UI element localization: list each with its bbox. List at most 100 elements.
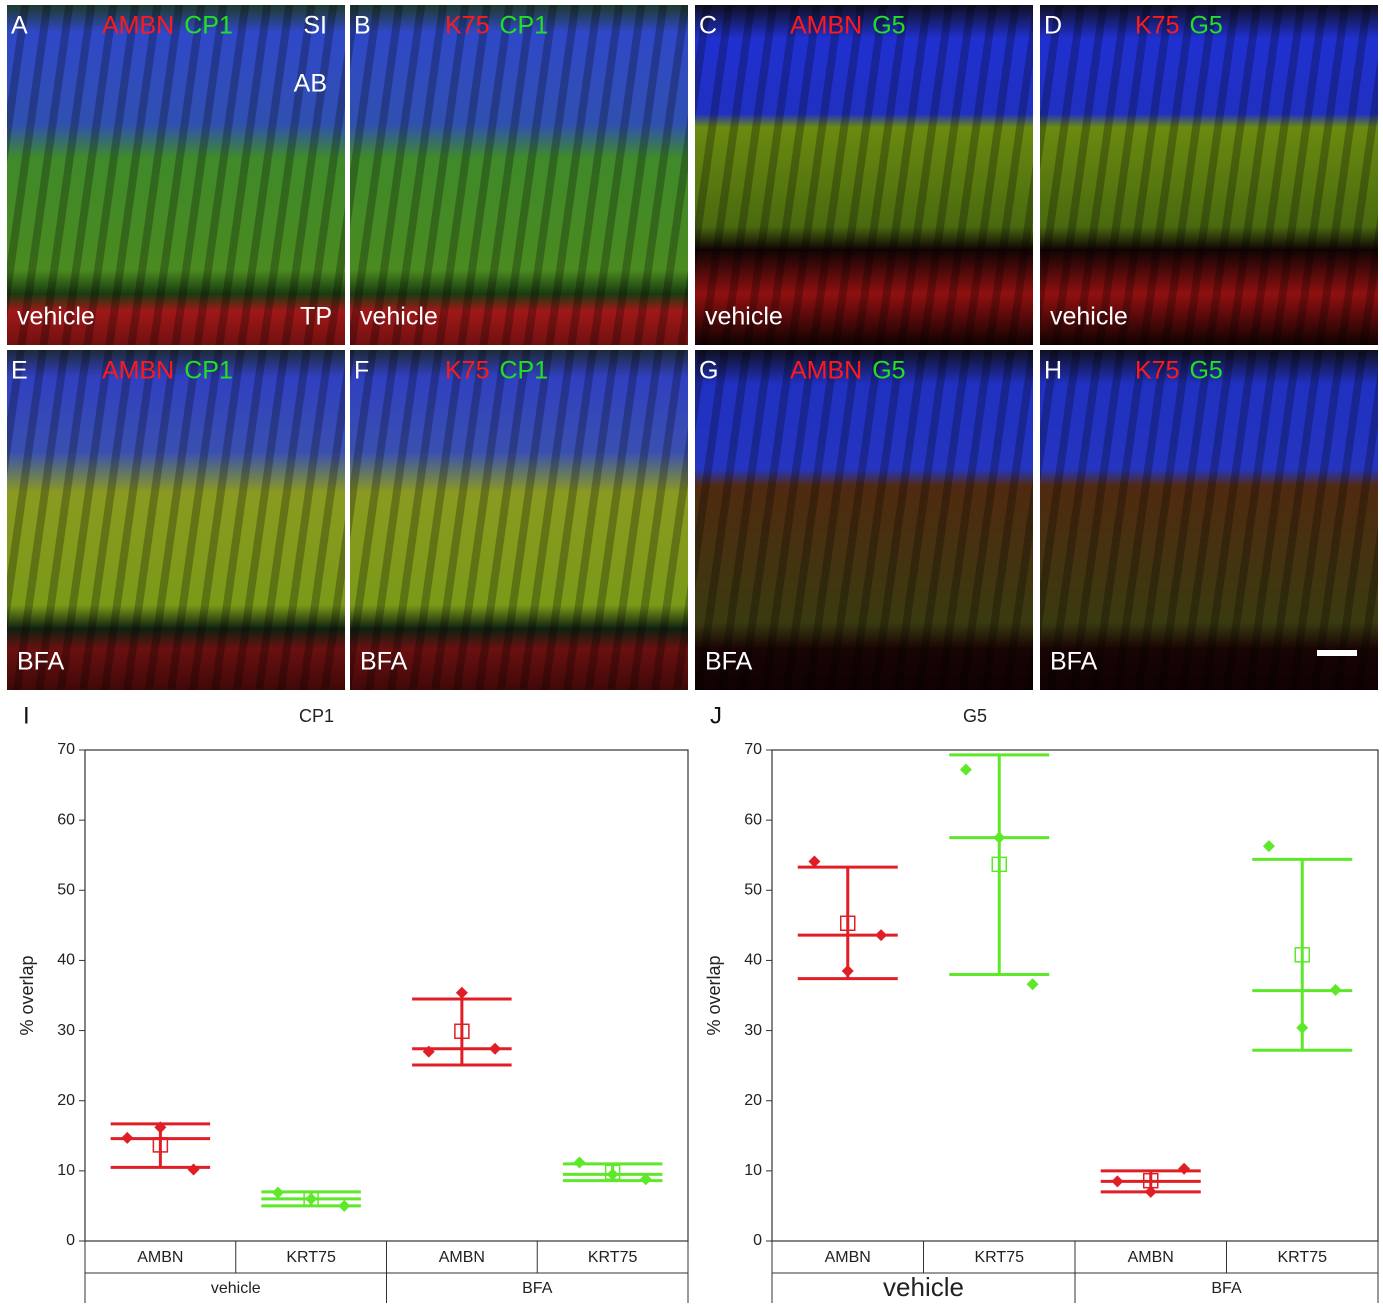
panel-letter: H: [1044, 357, 1062, 385]
panel-letter: F: [354, 357, 369, 385]
x-tick-label: AMBN: [439, 1249, 485, 1266]
y-tick-label: 70: [57, 741, 75, 758]
data-point: [875, 929, 888, 942]
treatment: BFA: [360, 648, 408, 676]
chart-title: CP1: [299, 706, 334, 726]
stain-green: G5: [1189, 357, 1222, 385]
y-tick-label: 10: [744, 1162, 762, 1179]
layer-label: SI: [303, 12, 327, 40]
y-tick-label: 30: [744, 1022, 762, 1039]
group-marks: [1252, 840, 1353, 1052]
treatment: vehicle: [17, 303, 95, 331]
layer-label: TP: [300, 303, 332, 331]
data-point: [1178, 1162, 1191, 1175]
data-point: [1262, 840, 1275, 853]
y-tick-label: 50: [744, 882, 762, 899]
panel-letter: J: [710, 702, 722, 729]
data-point: [121, 1131, 134, 1144]
treatment: vehicle: [1050, 303, 1128, 331]
group-marks: [949, 753, 1050, 991]
x-tick-label: KRT75: [588, 1249, 638, 1266]
mean-marker: [604, 1164, 621, 1181]
mean-marker: [1143, 1172, 1159, 1189]
x-tick-label: KRT75: [1277, 1249, 1327, 1266]
micrograph-texture: [695, 350, 1033, 690]
group-marks: [412, 986, 512, 1067]
data-point: [606, 1168, 619, 1181]
stain-red: AMBN: [102, 357, 174, 385]
y-axis-label: % overlap: [17, 955, 37, 1035]
y-tick-label: 70: [744, 741, 762, 758]
y-tick-label: 40: [744, 952, 762, 969]
data-point: [959, 763, 972, 776]
data-point: [422, 1045, 435, 1058]
group-marks: [1100, 1162, 1201, 1198]
group-label: vehicle: [883, 1272, 964, 1302]
stain-green: CP1: [184, 357, 233, 385]
panel-letter: E: [11, 357, 28, 385]
scale-bar: [1317, 650, 1357, 656]
data-point: [271, 1186, 284, 1199]
y-tick-label: 60: [57, 811, 75, 828]
y-tick-label: 40: [57, 952, 75, 969]
treatment: BFA: [17, 648, 65, 676]
stain-green: G5: [872, 12, 905, 40]
x-tick-label: AMBN: [825, 1249, 871, 1266]
y-tick-label: 50: [57, 882, 75, 899]
group-label: BFA: [522, 1280, 553, 1297]
treatment: vehicle: [705, 303, 783, 331]
stain-green: CP1: [499, 357, 548, 385]
stain-green: CP1: [499, 12, 548, 40]
micrograph-texture: [7, 5, 345, 345]
data-point: [639, 1173, 652, 1186]
data-point: [808, 855, 821, 868]
y-tick-label: 10: [57, 1162, 75, 1179]
treatment: vehicle: [360, 303, 438, 331]
data-point: [1296, 1021, 1309, 1034]
treatment: BFA: [705, 648, 753, 676]
mean-marker: [1294, 947, 1310, 963]
y-tick-label: 20: [744, 1092, 762, 1109]
data-point: [187, 1163, 200, 1176]
panel-letter: C: [699, 12, 717, 40]
stain-red: AMBN: [790, 357, 862, 385]
x-tick-label: KRT75: [286, 1249, 336, 1266]
data-point: [841, 964, 854, 977]
data-point: [154, 1121, 167, 1134]
y-tick-label: 0: [66, 1232, 75, 1249]
group-label: vehicle: [211, 1280, 261, 1297]
group-marks: [797, 855, 898, 981]
micrograph-texture: [350, 350, 688, 690]
stain-red: K75: [445, 12, 489, 40]
y-tick-label: 30: [57, 1022, 75, 1039]
y-tick-label: 0: [753, 1232, 762, 1249]
stain-red: AMBN: [102, 12, 174, 40]
data-point: [573, 1156, 586, 1169]
stain-green: G5: [872, 357, 905, 385]
mean-marker: [840, 915, 856, 932]
x-tick-label: KRT75: [974, 1249, 1024, 1266]
treatment: BFA: [1050, 648, 1098, 676]
y-tick-label: 20: [57, 1092, 75, 1109]
mean-marker: [454, 1023, 470, 1040]
plot-frame: [771, 749, 1379, 1242]
stain-green: CP1: [184, 12, 233, 40]
group-label: BFA: [1211, 1280, 1242, 1297]
mean-marker: [152, 1137, 169, 1153]
y-tick-label: 60: [744, 811, 762, 828]
chart-title: G5: [963, 706, 987, 726]
data-point: [305, 1192, 318, 1205]
group-marks: [562, 1156, 663, 1186]
panel-letter: D: [1044, 12, 1062, 40]
micrograph-texture: [1040, 5, 1378, 345]
x-tick-label: AMBN: [137, 1249, 183, 1266]
panel-letter: G: [699, 357, 718, 385]
stain-red: K75: [1135, 12, 1179, 40]
data-point: [993, 831, 1006, 844]
data-point: [1144, 1185, 1157, 1198]
data-point: [1026, 978, 1039, 991]
data-point: [338, 1199, 351, 1212]
micrograph-texture: [350, 5, 688, 345]
panel-letter: I: [23, 702, 30, 729]
